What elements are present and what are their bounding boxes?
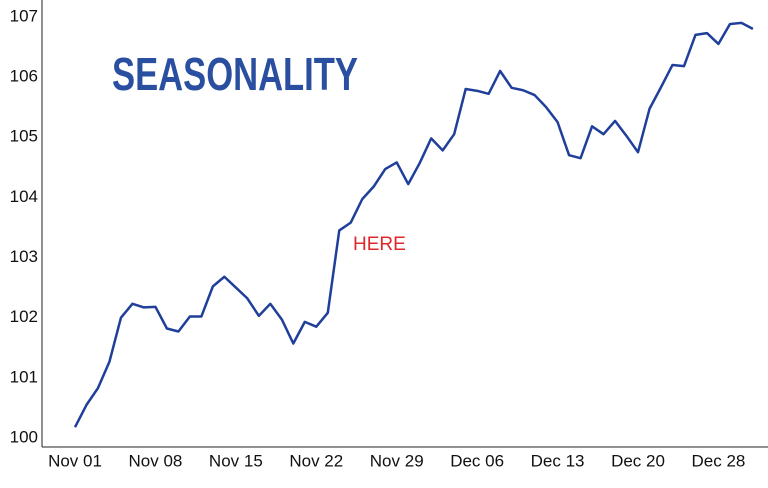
line-series [73, 21, 754, 428]
x-tick-label: Nov 15 [209, 451, 263, 470]
x-tick-label: Nov 01 [48, 451, 102, 470]
y-tick-label: 104 [10, 187, 38, 206]
x-tick-label: Nov 08 [128, 451, 182, 470]
y-tick-label: 103 [10, 247, 38, 266]
y-tick-label: 102 [10, 307, 38, 326]
x-tick-label: Dec 28 [692, 451, 746, 470]
x-tick-label: Dec 06 [450, 451, 504, 470]
chart-title: SEASONALITY [112, 48, 358, 100]
y-tick-label: 101 [10, 367, 38, 386]
x-tick-label: Dec 20 [611, 451, 665, 470]
annotation: HERE [353, 234, 406, 255]
y-tick-label: 105 [10, 127, 38, 146]
x-tick-label: Dec 13 [531, 451, 585, 470]
y-tick-label: 106 [10, 66, 38, 85]
x-tick-label: Nov 22 [289, 451, 343, 470]
x-tick-label: Nov 29 [370, 451, 424, 470]
y-tick-label: 107 [10, 6, 38, 25]
y-tick-label: 100 [10, 427, 38, 446]
